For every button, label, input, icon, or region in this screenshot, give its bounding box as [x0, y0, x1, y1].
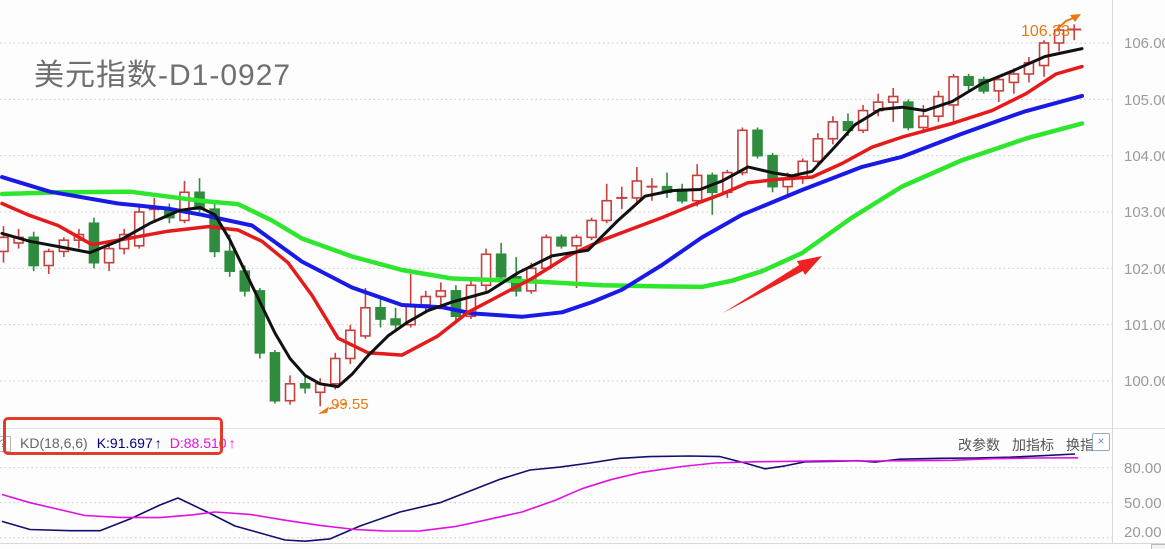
kd-indicator-readout: KD(18,6,6) K:91.697 ↑ D:88.510 ↑	[20, 435, 236, 451]
price-axis-label: 105.00	[1124, 92, 1165, 109]
gridlines	[0, 42, 1112, 539]
k-value-label: K:91.697	[96, 435, 153, 451]
add-indicator-button[interactable]: 加指标	[1012, 437, 1054, 453]
annotations	[318, 14, 1081, 414]
bottom-border	[0, 543, 1165, 544]
price-axis-label: 103.00	[1124, 204, 1165, 221]
panel-separator	[0, 428, 1165, 429]
indicator-toolbar: 改参数 加指标 换指标	[958, 435, 1108, 455]
high-price-callout: 106.33	[1021, 23, 1070, 40]
k-up-arrow-icon: ↑	[154, 435, 162, 451]
candles	[0, 24, 1082, 407]
edit-params-button[interactable]: 改参数	[958, 437, 1000, 453]
kd-params-label: KD(18,6,6)	[20, 435, 88, 451]
help-icon[interactable]: ?	[0, 436, 11, 452]
price-axis-line	[1112, 0, 1113, 543]
kd-axis-label: 20.00	[1124, 524, 1162, 541]
trend-arrow	[723, 256, 822, 313]
d-up-arrow-icon: ↑	[228, 435, 236, 451]
price-axis-label: 100.00	[1124, 373, 1165, 390]
kd-axis-label: 50.00	[1124, 495, 1162, 512]
kd-lines	[1, 453, 1079, 543]
close-indicator-button[interactable]: ×	[1092, 433, 1110, 451]
kd-axis-label: 80.00	[1124, 460, 1162, 477]
chart-title: 美元指数-D1-0927	[34, 59, 292, 92]
ma-lines	[0, 47, 1085, 389]
price-axis-label: 104.00	[1124, 148, 1165, 165]
scrollbar-corner[interactable]	[1151, 544, 1165, 549]
price-axis-label: 102.00	[1124, 261, 1165, 278]
price-axis-label: 106.00	[1124, 35, 1165, 52]
low-price-callout: 99.55	[331, 396, 369, 413]
price-axis-label: 101.00	[1124, 317, 1165, 334]
d-value-label: D:88.510	[169, 435, 227, 451]
